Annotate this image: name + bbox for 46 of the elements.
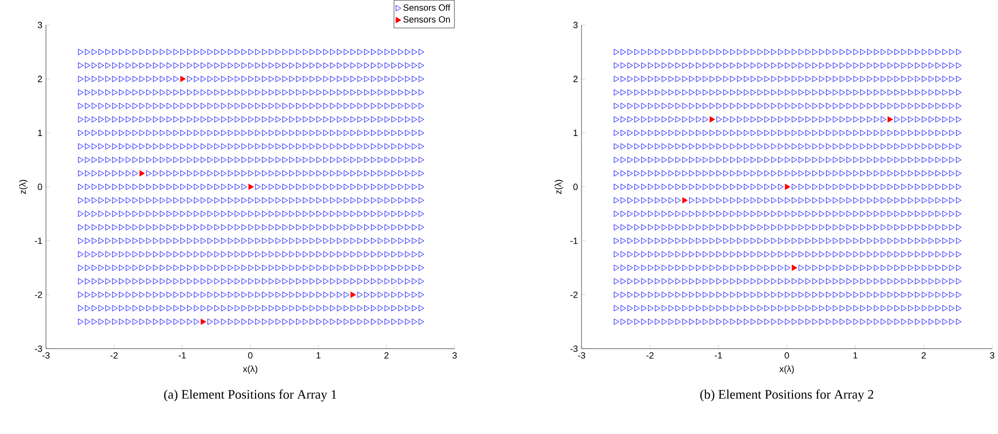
- x-axis-title: x(λ): [242, 366, 258, 374]
- point: [200, 318, 206, 326]
- x-tick-label: 2: [922, 352, 926, 359]
- y-tick-label: 1: [574, 130, 578, 136]
- point: [248, 184, 254, 190]
- x-tick-label: 0: [784, 352, 789, 359]
- text: (b) Element Positions for Array 2: [700, 390, 874, 402]
- x-tick-label: -2: [110, 352, 118, 359]
- x-tick-label: 2: [384, 352, 389, 359]
- x-tick-label: -3: [578, 352, 586, 359]
- y-tick-label: 3: [38, 22, 42, 28]
- x-tick-label: -2: [646, 352, 654, 359]
- y-tick-label: -2: [34, 292, 42, 298]
- y-tick-label: 2: [573, 76, 578, 82]
- y-tick-label: -1: [34, 238, 42, 244]
- point: [888, 116, 894, 123]
- x-tick-label: 0: [248, 352, 252, 359]
- y-tick-label: 2: [38, 76, 42, 82]
- y-tick-label: -3: [570, 346, 578, 352]
- y-tick-label: -1: [570, 238, 578, 244]
- point: [784, 184, 790, 190]
- x-axis-title: x(λ): [779, 366, 794, 374]
- x-tick-label: 1: [853, 352, 858, 359]
- legend-label: Sensors Off: [403, 4, 450, 11]
- x-tick-label: 1: [316, 352, 320, 359]
- x-tick-label: -1: [178, 352, 186, 359]
- point: [180, 76, 186, 82]
- point: [792, 264, 798, 272]
- x-tick-label: -3: [42, 352, 50, 359]
- x-tick-label: 3: [990, 352, 994, 359]
- y-tick-label: -3: [34, 346, 42, 352]
- y-tick-label: -2: [570, 292, 578, 298]
- y-tick-label: 0: [573, 184, 578, 190]
- y-tick-label: 1: [38, 130, 42, 136]
- point: [710, 116, 716, 123]
- text: (a) Element Positions for Array 1: [164, 390, 336, 402]
- point: [139, 170, 145, 177]
- y-tick-label: 0: [38, 184, 42, 190]
- y-tick-label: 3: [573, 22, 578, 28]
- point: [682, 197, 688, 204]
- x-tick-label: 3: [452, 352, 457, 359]
- x-tick-label: -1: [714, 352, 722, 359]
- y-axis-title: z(λ): [554, 180, 564, 194]
- y-axis-title: z(λ): [19, 180, 28, 194]
- legend-label: Sensors On: [403, 16, 450, 23]
- point: [350, 292, 356, 298]
